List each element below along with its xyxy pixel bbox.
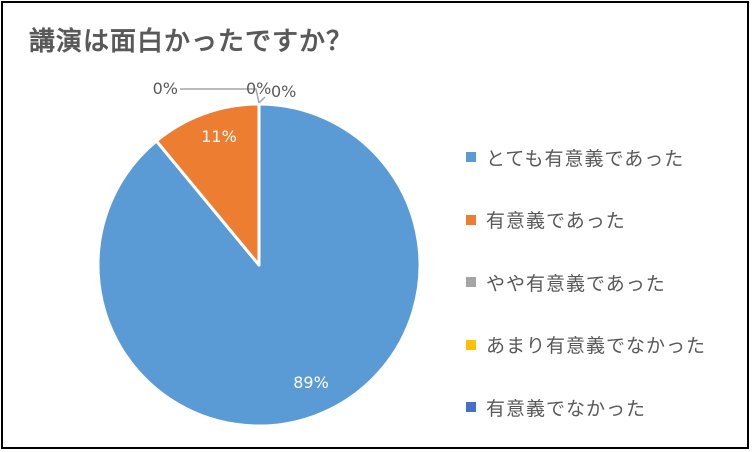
- legend-swatch: [466, 152, 476, 163]
- legend-label: 有意義であった: [486, 210, 626, 233]
- legend-label: あまり有意義でなかった: [486, 335, 707, 358]
- chart-title: 講演は面白かったですか？: [29, 27, 354, 57]
- legend-swatch: [466, 277, 476, 288]
- leader-line: [258, 96, 266, 104]
- pie-slice: [154, 102, 261, 267]
- data-label: 0%: [246, 79, 271, 98]
- data-label: 0%: [271, 82, 296, 101]
- leader-line: [180, 88, 260, 104]
- legend: とても有意義であった 有意義であった やや有意義であった あまり有意義でなかった…: [466, 126, 706, 439]
- data-label: 0%: [153, 79, 178, 98]
- legend-swatch: [466, 402, 476, 413]
- legend-label: 有意義でなかった: [486, 397, 647, 420]
- legend-item: 有意義であった: [466, 189, 706, 252]
- legend-item: やや有意義であった: [466, 251, 706, 314]
- data-label: 89%: [293, 373, 329, 392]
- data-label: 11%: [201, 127, 237, 146]
- legend-swatch: [466, 214, 476, 225]
- legend-label: やや有意義であった: [486, 272, 666, 295]
- legend-swatch: [466, 339, 476, 350]
- legend-label: とても有意義であった: [486, 147, 685, 170]
- legend-item: 有意義でなかった: [466, 376, 706, 439]
- legend-item: あまり有意義でなかった: [466, 314, 706, 377]
- legend-item: とても有意義であった: [466, 126, 706, 189]
